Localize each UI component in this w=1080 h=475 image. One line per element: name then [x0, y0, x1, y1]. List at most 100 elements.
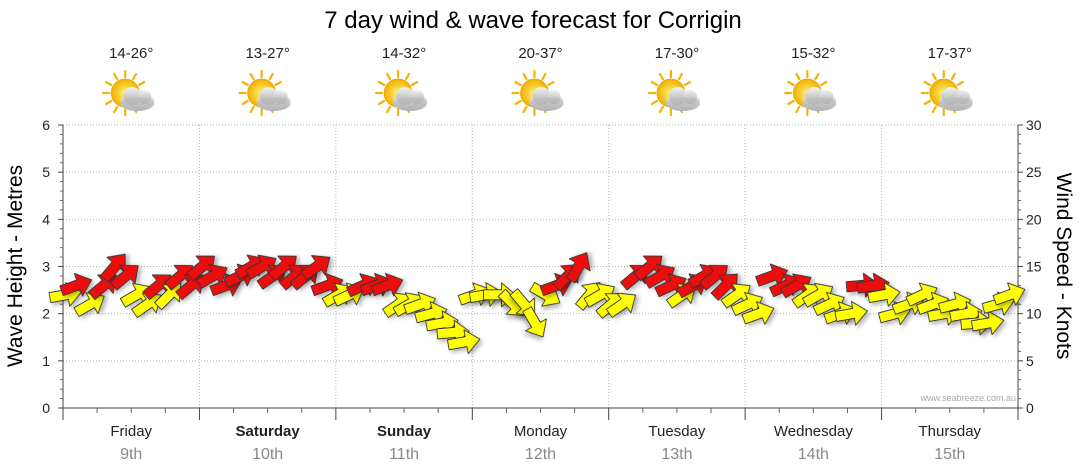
temperature-label: 14-32° [382, 45, 426, 62]
sun-ray [787, 99, 795, 106]
sun-ray [683, 80, 692, 87]
sun-ray [249, 72, 255, 81]
cloud-shade [256, 97, 291, 111]
wind-arrow [605, 292, 636, 318]
wind-arrow-shape [59, 272, 93, 297]
sun-ray [820, 80, 828, 87]
wind-arrow [109, 264, 139, 291]
right-tick-label: 25 [1026, 164, 1042, 180]
sun-ray [923, 80, 932, 87]
partly-cloudy-icon [784, 69, 837, 117]
temperature-label: 14-26° [109, 45, 153, 62]
day-name: Saturday [236, 423, 301, 440]
sun-ray [132, 72, 138, 81]
wind-arrow-shape [522, 306, 547, 338]
left-tick-label: 5 [42, 164, 50, 180]
partly-cloudy-icon [238, 69, 291, 117]
day-name: Tuesday [648, 423, 705, 440]
cloud-shape [120, 87, 155, 111]
left-tick-label: 0 [42, 400, 50, 416]
sun-ray [541, 72, 547, 81]
sun-ray [547, 80, 555, 87]
left-tick-label: 2 [42, 306, 50, 322]
sun-ray [522, 105, 528, 114]
left-tick-label: 3 [42, 259, 50, 275]
sun-ray [113, 105, 119, 114]
cloud-shade [938, 97, 973, 111]
day-date: 9th [120, 446, 142, 463]
sun-ray [814, 72, 820, 81]
sun-ray [956, 80, 964, 87]
cloud-shade [393, 97, 428, 111]
sun-ray [795, 72, 801, 81]
wind-arrow [370, 272, 404, 297]
cloud-shade [665, 97, 700, 111]
sun-ray [677, 72, 684, 81]
day-date: 10th [252, 446, 283, 463]
wind-arrow [73, 292, 105, 317]
sun-ray [274, 80, 282, 87]
cloud-shape [256, 87, 291, 111]
cloud-shape [665, 87, 700, 111]
sun-ray [514, 99, 522, 106]
day-column: 20-37° Monday 12th [511, 45, 568, 463]
sun-ray [241, 99, 249, 106]
wind-arrow [175, 274, 204, 300]
day-date: 15th [934, 446, 965, 463]
right-axis-title: Wind Speed - Knots [1052, 173, 1075, 360]
wind-arrow [522, 306, 547, 338]
partly-cloudy-icon [920, 69, 973, 117]
wind-arrow [834, 301, 868, 326]
right-tick-label: 0 [1026, 400, 1034, 416]
sun-ray [650, 80, 659, 87]
wind-arrow [300, 255, 331, 281]
day-column: 17-30° Tuesday 13th [647, 45, 706, 463]
wind-arrow-shape [175, 274, 204, 300]
cloud-shade [802, 97, 837, 111]
temperature-label: 17-37° [928, 45, 972, 62]
day-date: 12th [525, 446, 556, 463]
partly-cloudy-icon [647, 69, 700, 117]
cloud-shape [938, 87, 973, 111]
right-tick-label: 30 [1026, 117, 1042, 133]
cloud-shade [529, 97, 564, 111]
wind-arrow [565, 252, 591, 284]
wind-arrow [741, 301, 775, 325]
wind-arrow [59, 272, 93, 297]
sun-ray [931, 72, 937, 81]
partly-cloudy-icon [511, 69, 564, 117]
day-columns: 14-26° Friday 9th 13-27° Saturday 10th 14-32° S… [102, 45, 982, 463]
wind-arrow [154, 283, 182, 311]
wind-arrow-shape [992, 282, 1026, 306]
sun-ray [137, 80, 146, 87]
cloud-shape [393, 87, 428, 111]
temperature-label: 15-32° [791, 45, 835, 62]
right-tick-label: 15 [1026, 259, 1042, 275]
wind-arrow-shape [867, 282, 901, 307]
sun-ray [931, 105, 937, 114]
wind-arrow-shape [605, 292, 636, 318]
sun-ray [658, 72, 665, 81]
sun-ray [241, 80, 249, 87]
right-tick-label: 20 [1026, 211, 1042, 227]
day-name: Wednesday [774, 423, 853, 440]
credit-text: www.seabreeze.com.au [919, 393, 1016, 403]
wind-arrow-shape [300, 255, 331, 281]
partly-cloudy-icon [102, 69, 155, 117]
wind-arrow-shape [73, 292, 105, 317]
sun-ray [105, 80, 113, 87]
wind-arrows [48, 252, 1026, 354]
partly-cloudy-icon [374, 69, 428, 117]
sun-ray [113, 72, 119, 81]
sun-ray [514, 80, 522, 87]
wind-arrow-shape [447, 329, 481, 354]
sun-ray [787, 80, 795, 87]
sun-ray [410, 80, 419, 87]
day-date: 14th [798, 446, 829, 463]
sun-ray [377, 99, 386, 106]
day-date: 11th [389, 446, 419, 463]
wind-arrow-shape [370, 272, 404, 297]
right-tick-label: 5 [1026, 353, 1034, 369]
cloud-shade [120, 97, 155, 111]
wind-arrow-shape [741, 301, 775, 325]
